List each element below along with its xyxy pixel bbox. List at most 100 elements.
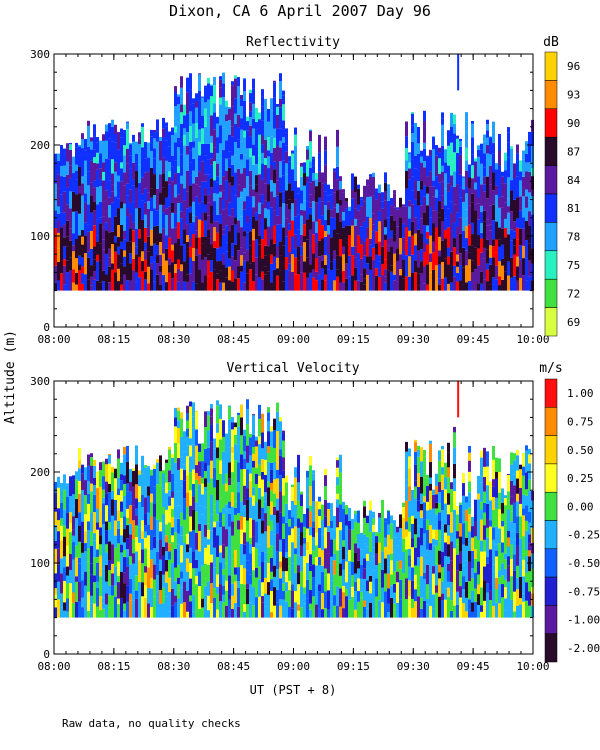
heatmap-cell [342, 508, 345, 531]
heatmap-cell [198, 141, 201, 156]
heatmap-cell [303, 200, 306, 211]
heatmap-cell [432, 573, 435, 595]
heatmap-cell [273, 462, 276, 480]
heatmap-cell [444, 503, 447, 519]
heatmap-cell [66, 187, 69, 205]
heatmap-cell [336, 255, 339, 270]
colorbar-tick-label: 90 [567, 117, 580, 130]
heatmap-cell [270, 590, 273, 613]
heatmap-cell [66, 528, 69, 546]
heatmap-cell [333, 516, 336, 530]
heatmap-cell [465, 509, 468, 522]
heatmap-cell [171, 135, 174, 156]
heatmap-cell [198, 586, 201, 592]
heatmap-cell [510, 521, 513, 532]
heatmap-cell [393, 592, 396, 604]
heatmap-cell [159, 213, 162, 234]
heatmap-cell [525, 450, 528, 465]
heatmap-cell [315, 565, 318, 586]
heatmap-cell [282, 95, 285, 105]
heatmap-cell [312, 201, 315, 222]
velocity-heatmap [54, 381, 534, 618]
heatmap-cell [312, 473, 315, 481]
heatmap-cell [408, 276, 411, 291]
heatmap-cell [330, 580, 333, 602]
heatmap-cell [522, 217, 525, 229]
heatmap-cell [240, 197, 243, 217]
heatmap-cell [87, 231, 90, 252]
heatmap-cell [357, 219, 360, 236]
heatmap-cell [372, 176, 375, 196]
heatmap-cell [84, 222, 87, 236]
heatmap-cell [243, 188, 246, 202]
heatmap-cell [336, 550, 339, 570]
heatmap-cell [234, 260, 237, 279]
heatmap-cell [477, 605, 480, 618]
heatmap-cell [264, 577, 267, 594]
heatmap-cell [306, 145, 309, 150]
heatmap-cell [261, 203, 264, 219]
heatmap-cell [501, 207, 504, 221]
heatmap-cell [441, 567, 444, 582]
heatmap-cell [384, 269, 387, 277]
heatmap-cell [210, 403, 213, 409]
heatmap-cell [456, 138, 459, 153]
heatmap-cell [216, 182, 219, 194]
heatmap-cell [471, 568, 474, 579]
heatmap-cell [216, 479, 219, 501]
heatmap-cell [354, 246, 357, 258]
heatmap-cell [390, 585, 393, 598]
heatmap-cell [165, 282, 168, 291]
heatmap-cell [294, 274, 297, 291]
heatmap-cell [447, 283, 450, 291]
heatmap-cell [450, 213, 453, 231]
heatmap-cell [405, 441, 408, 452]
heatmap-cell [195, 123, 198, 138]
heatmap-cell [351, 255, 354, 276]
heatmap-cell [198, 171, 201, 187]
heatmap-cell [489, 245, 492, 258]
heatmap-cell [423, 477, 426, 497]
colorbar-tick-label: -0.25 [567, 529, 600, 542]
heatmap-cell [426, 244, 429, 265]
heatmap-cell [276, 224, 279, 247]
heatmap-cell [237, 86, 240, 98]
heatmap-cell [495, 550, 498, 557]
heatmap-cell [261, 479, 264, 497]
heatmap-cell [459, 536, 462, 552]
heatmap-cell [147, 142, 150, 158]
heatmap-cell [423, 110, 426, 122]
heatmap-cell [498, 594, 501, 604]
heatmap-cell [486, 605, 489, 618]
heatmap-cell [225, 529, 228, 547]
heatmap-cell [258, 596, 261, 618]
heatmap-cell [348, 599, 351, 618]
heatmap-cell [180, 104, 183, 113]
heatmap-cell [252, 414, 255, 416]
heatmap-cell [267, 431, 270, 447]
heatmap-cell [72, 173, 75, 192]
heatmap-cell [330, 503, 333, 509]
heatmap-cell [504, 160, 507, 171]
heatmap-cell [195, 575, 198, 585]
heatmap-cell [336, 179, 339, 191]
heatmap-cell [495, 471, 498, 479]
heatmap-cell [420, 249, 423, 262]
heatmap-cell [429, 550, 432, 571]
heatmap-cell [222, 420, 225, 437]
heatmap-cell [228, 405, 231, 420]
heatmap-cell [387, 217, 390, 239]
heatmap-cell [138, 501, 141, 519]
heatmap-cell [237, 462, 240, 483]
heatmap-cell [441, 118, 444, 125]
heatmap-cell [381, 569, 384, 588]
heatmap-cell [450, 186, 453, 202]
heatmap-cell [237, 184, 240, 198]
heatmap-cell [183, 104, 186, 116]
heatmap-cell [450, 532, 453, 542]
heatmap-cell [264, 561, 267, 578]
heatmap-cell [516, 218, 519, 228]
heatmap-cell [243, 201, 246, 210]
heatmap-cell [228, 120, 231, 135]
heatmap-cell [330, 261, 333, 271]
